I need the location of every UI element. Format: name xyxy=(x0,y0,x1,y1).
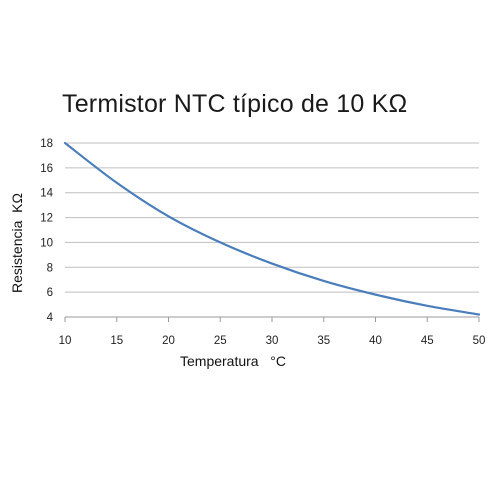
x-tick-label: 45 xyxy=(421,335,434,347)
x-tick-label: 15 xyxy=(110,335,123,347)
y-tick-label: 4 xyxy=(47,312,54,324)
y-tick-label: 18 xyxy=(40,138,53,150)
y-tick-label: 16 xyxy=(40,163,53,175)
x-axis-label: Temperatura °C xyxy=(180,353,286,369)
x-tick-label: 20 xyxy=(162,335,175,347)
x-tick-label: 25 xyxy=(214,335,227,347)
y-tick-label: 12 xyxy=(40,213,53,225)
x-tick-label: 35 xyxy=(317,335,330,347)
chart-title: Termistor NTC típico de 10 KΩ xyxy=(62,90,408,118)
y-tick-label: 8 xyxy=(47,262,53,274)
x-tick-label: 40 xyxy=(369,335,382,347)
y-tick-label: 10 xyxy=(40,237,53,249)
y-tick-label: 14 xyxy=(40,188,53,200)
x-tick-label: 10 xyxy=(59,335,72,347)
y-tick-label: 6 xyxy=(47,287,53,299)
series-line-0 xyxy=(63,141,481,316)
x-tick-label: 50 xyxy=(473,335,486,347)
x-tick-label: 30 xyxy=(266,335,279,347)
